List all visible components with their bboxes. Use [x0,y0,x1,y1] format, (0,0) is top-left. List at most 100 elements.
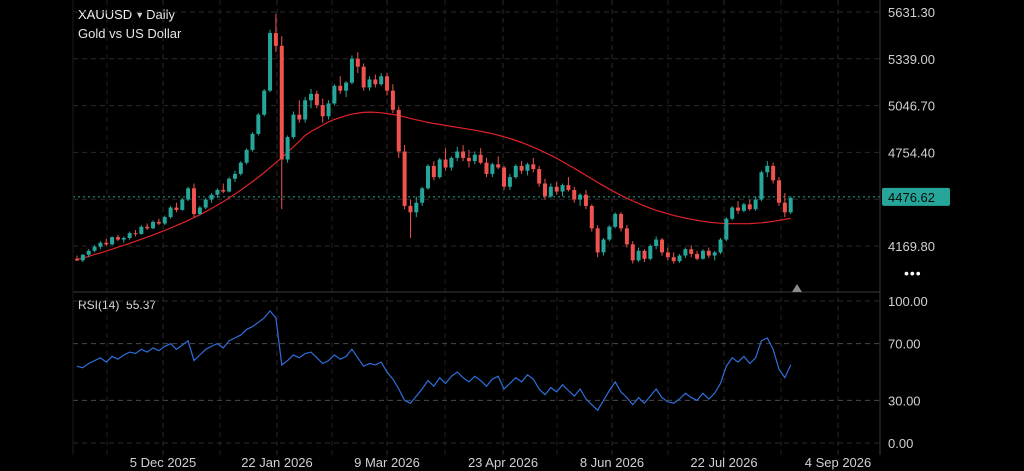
candle-body [156,221,161,224]
candle-body [355,58,360,67]
candle-body [379,76,384,85]
candle-body [314,93,319,106]
candle [408,199,413,238]
candle-body [490,164,495,174]
candle-body [660,239,664,253]
candle-body [502,167,507,187]
candle [186,186,191,202]
candles-layer [75,13,793,264]
candle [496,156,501,170]
candle [385,73,390,96]
candle-body [168,207,173,218]
candle-body [408,205,413,213]
candle [297,100,302,123]
candle [589,204,594,232]
candle [578,193,583,206]
price-tick-label: 5046.70 [888,99,935,114]
candle [373,74,378,88]
candle-body [700,250,705,259]
candle [180,197,185,211]
candle [706,247,711,258]
candle [507,173,512,190]
candle [244,148,249,165]
candle [320,98,325,123]
candle-body [753,199,758,210]
candle-body [162,217,167,224]
rsi-tick-label: 70.00 [888,337,921,352]
candle [162,215,167,226]
candle [543,178,547,200]
candle [437,157,442,179]
candle [98,241,103,250]
candle [478,148,483,165]
candle-body [414,202,419,213]
candle [759,170,764,202]
candle [232,170,237,182]
caret-down-icon[interactable]: ▼ [135,10,145,20]
candle-body [373,79,378,85]
last-price-badge [882,187,950,206]
candle-body [262,90,267,115]
candle-body [566,185,571,190]
candle [455,146,460,162]
candle [636,247,641,262]
candle [192,183,196,218]
candle [168,205,173,219]
candle [502,165,507,190]
candle-body [256,114,261,134]
candle-body [273,33,278,46]
candle [689,245,694,258]
timeframe-label[interactable]: Daily [146,7,176,22]
candle-body [227,178,232,192]
candle-body [654,239,659,246]
candle [531,157,536,173]
candle [355,52,360,74]
symbol-label[interactable]: XAUUSD [78,7,133,22]
candle [402,145,407,210]
candle-body [285,137,290,160]
candle-body [332,85,337,104]
candle-body [730,207,735,219]
candle-body [203,199,208,208]
candle-body [80,254,85,261]
more-dots-icon[interactable]: ••• [904,265,922,281]
candle [344,81,349,98]
rsi-layer [76,309,792,412]
candle [268,29,273,93]
candle-body [215,189,220,195]
candle-body [192,188,196,214]
candle [736,201,741,214]
candle-body [636,250,641,261]
price-tick-label: 4754.40 [888,145,935,160]
candle [151,220,156,230]
candle-body [613,213,618,227]
date-tick-label: 4 Sep 2026 [805,455,872,470]
date-tick-label: 22 Jul 2026 [690,455,757,470]
moving-average-line [76,111,791,261]
candle-body [145,226,150,229]
candle [642,249,647,262]
candle-body [221,189,226,192]
candle-body [250,133,255,150]
candle [92,245,97,253]
candle [601,237,606,256]
candle-body [349,58,354,83]
candle [431,161,436,181]
candle-body [765,165,770,173]
candle-body [449,157,454,168]
candle-body [110,237,115,245]
candle [209,193,214,203]
candle [396,106,401,158]
candle-body [151,221,156,229]
grid-lines [73,0,880,455]
candle-body [420,188,425,203]
candle-body [747,204,752,210]
candle-body [507,177,512,187]
candle [595,225,600,258]
candle-body [98,242,103,247]
candle-body [127,233,132,238]
candle-body [484,162,489,174]
candle-body [589,205,594,229]
date-tick-label: 23 Apr 2026 [468,455,538,470]
